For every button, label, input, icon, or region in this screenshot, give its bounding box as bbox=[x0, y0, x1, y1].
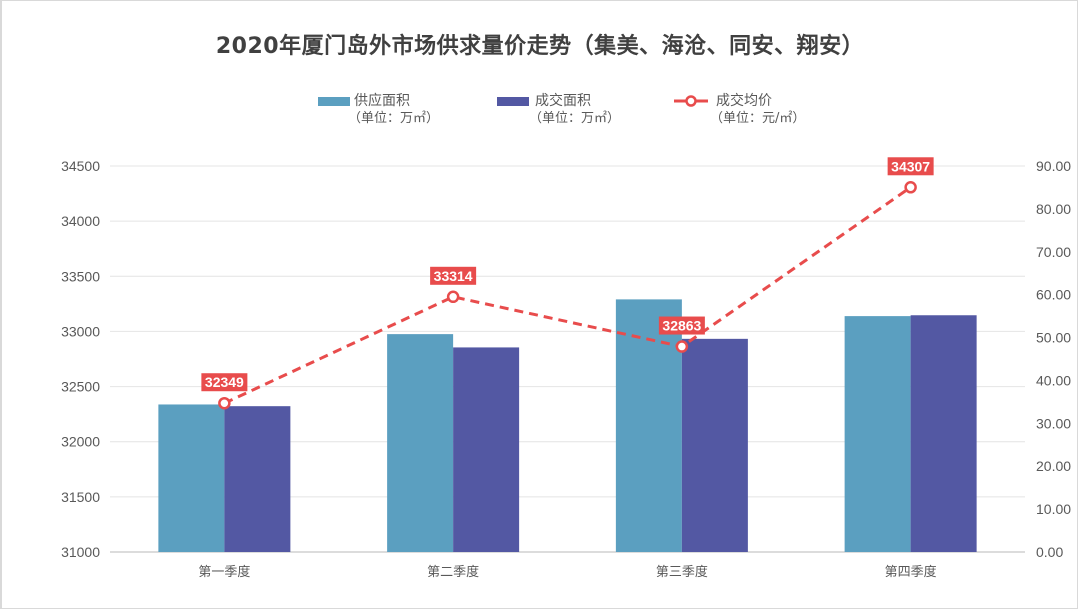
left-axis-tick: 31000 bbox=[61, 544, 100, 560]
supply-bar bbox=[844, 316, 911, 552]
price-data-label: 32863 bbox=[662, 318, 701, 334]
legend-label: 成交均价 bbox=[716, 93, 772, 109]
left-axis-tick: 34000 bbox=[61, 213, 100, 229]
x-axis-category-label: 第二季度 bbox=[427, 564, 479, 580]
price-data-label-bg bbox=[887, 157, 934, 176]
deal-bar bbox=[453, 347, 520, 552]
supply-bar bbox=[158, 404, 225, 552]
right-axis-tick: 40.00 bbox=[1036, 372, 1071, 388]
price-data-label-bg bbox=[201, 373, 248, 392]
left-axis-tick: 32000 bbox=[61, 434, 100, 450]
price-marker bbox=[675, 340, 689, 353]
supply-bar bbox=[615, 299, 682, 552]
legend-label: 供应面积 bbox=[354, 93, 410, 109]
right-axis-tick: 10.00 bbox=[1036, 501, 1071, 517]
right-axis-tick: 0.00 bbox=[1036, 544, 1063, 560]
x-axis-category-label: 第三季度 bbox=[656, 564, 708, 580]
legend-label: 成交面积 bbox=[535, 93, 591, 109]
supply-bar-swatch-icon bbox=[318, 97, 350, 106]
right-axis-tick: 60.00 bbox=[1036, 287, 1071, 303]
x-axis-category-label: 第一季度 bbox=[198, 564, 250, 580]
legend: 供应面积 （单位：万㎡） 成交面积 （单位：万㎡） 成交均价 （单位：元/㎡） bbox=[0, 92, 1080, 132]
price-data-label: 32349 bbox=[205, 374, 244, 390]
price-marker bbox=[446, 290, 460, 304]
right-axis-tick: 80.00 bbox=[1036, 201, 1071, 217]
deal-bar bbox=[681, 338, 748, 552]
x-axis-category-label: 第四季度 bbox=[885, 564, 937, 580]
right-axis-tick: 90.00 bbox=[1036, 158, 1071, 174]
deal-bar bbox=[910, 315, 977, 552]
supply-bar bbox=[387, 334, 454, 552]
left-axis-tick: 32500 bbox=[61, 379, 100, 395]
legend-unit: （单位：万㎡） bbox=[348, 111, 440, 126]
right-axis-tick: 50.00 bbox=[1036, 330, 1071, 346]
price-marker bbox=[218, 396, 231, 410]
legend-unit: （单位：万㎡） bbox=[529, 111, 621, 126]
legend-unit: （单位：元/㎡） bbox=[710, 111, 806, 126]
price-data-label-bg bbox=[658, 316, 705, 335]
left-axis-tick: 33000 bbox=[61, 323, 100, 339]
price-marker bbox=[904, 181, 917, 194]
chart-title: 2020年厦门岛外市场供求量价走势（集美、海沧、同安、翔安） bbox=[215, 34, 865, 59]
right-axis-tick: 20.00 bbox=[1036, 458, 1071, 474]
price-data-label: 33314 bbox=[434, 268, 473, 284]
price-line-swatch-icon bbox=[674, 95, 708, 107]
deal-bar bbox=[224, 406, 291, 552]
left-axis-tick: 33500 bbox=[61, 268, 100, 284]
price-line bbox=[223, 186, 912, 405]
left-axis-tick: 31500 bbox=[61, 489, 100, 505]
right-axis-tick: 30.00 bbox=[1036, 415, 1071, 431]
deal-bar-swatch-icon bbox=[497, 97, 529, 106]
price-data-label-bg bbox=[430, 266, 477, 285]
left-axis-tick: 34500 bbox=[61, 158, 100, 174]
price-data-label: 34307 bbox=[891, 158, 930, 174]
right-axis-tick: 70.00 bbox=[1036, 244, 1071, 260]
